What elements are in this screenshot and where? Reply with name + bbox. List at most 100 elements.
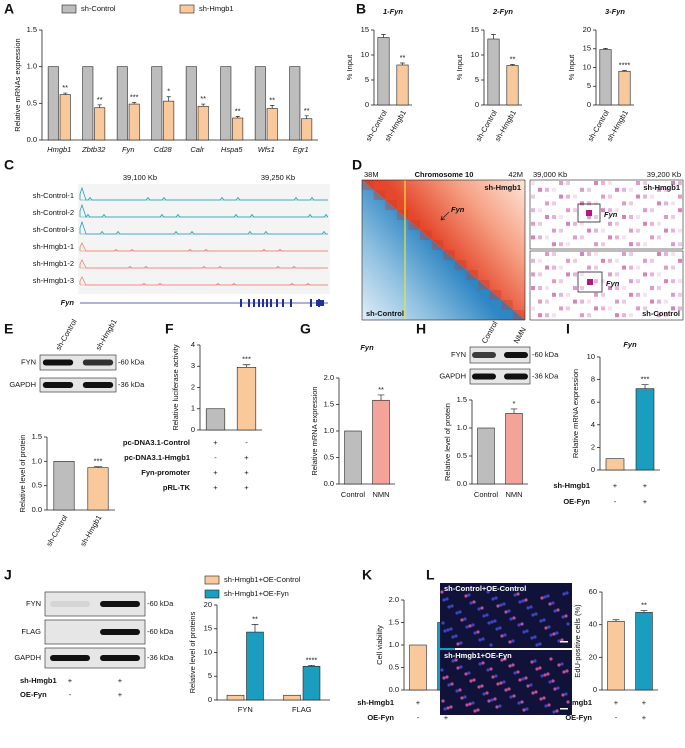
cell-nucleus — [445, 597, 449, 601]
contact-dot — [538, 313, 542, 318]
contact-dot — [664, 252, 668, 256]
exon — [276, 299, 278, 307]
y-tick-label: 1.5 — [324, 399, 334, 408]
contact-dot — [608, 181, 612, 185]
contact-dot — [636, 228, 640, 233]
contact-dot — [608, 306, 612, 311]
blot-band — [100, 601, 140, 607]
track-label: sh-Hmgb1-2 — [33, 259, 74, 268]
hic-block — [501, 300, 513, 310]
blot-protein: GAPDH — [14, 653, 41, 662]
contact-dot — [629, 242, 633, 247]
contact-dot — [573, 258, 577, 263]
contact-dot — [643, 208, 647, 213]
contact-dot — [538, 258, 542, 263]
cell-nucleus — [485, 613, 489, 617]
cell-nucleus — [544, 704, 548, 708]
y-tick-label: 40 — [589, 620, 597, 629]
exon — [258, 299, 260, 307]
contact-dot — [566, 306, 570, 311]
contact-dot — [650, 221, 654, 226]
scale-bar — [560, 641, 568, 643]
contact-dot — [608, 221, 612, 226]
cell-nucleus — [451, 635, 455, 639]
condition-sign: - — [245, 438, 248, 447]
cell-nucleus — [549, 633, 553, 637]
cell-nucleus — [562, 670, 566, 674]
coordinate-label: 39,100 Kb — [123, 173, 157, 182]
contact-dot — [552, 265, 556, 270]
blot-lane: NMN — [512, 326, 528, 345]
hic-gene: Fyn — [451, 205, 465, 214]
x-tick-label: Hspa5 — [221, 145, 244, 154]
bar — [344, 430, 362, 485]
panel-letter: A — [4, 1, 14, 17]
contact-dot — [650, 258, 654, 263]
contact-dot — [671, 279, 675, 284]
hic-block — [385, 200, 397, 210]
cell-nucleus — [455, 611, 459, 615]
contact-dot — [636, 265, 640, 270]
cell-nucleus — [560, 638, 564, 642]
hic-start: 38M — [364, 170, 379, 179]
contact-dot — [552, 279, 556, 284]
contact-dot — [552, 252, 556, 256]
cell-nucleus — [530, 636, 534, 640]
hic-lower — [362, 180, 525, 320]
contact-dot — [608, 208, 612, 213]
cell-nucleus — [507, 687, 511, 691]
contact-dot — [531, 306, 535, 311]
y-tick-label: 20 — [589, 652, 597, 661]
blot-band — [472, 373, 496, 380]
blot-band — [50, 601, 90, 607]
bar — [266, 108, 278, 141]
zoom-label: sh-Control — [642, 309, 680, 318]
contact-dot — [580, 201, 584, 206]
legend-swatch — [204, 589, 220, 599]
bar — [87, 467, 109, 511]
cell-nucleus — [477, 685, 481, 689]
panel-letter: E — [4, 321, 13, 337]
bar — [289, 66, 301, 141]
x-tick-label: NMN — [505, 490, 522, 499]
bar — [226, 694, 245, 701]
contact-dot — [636, 306, 640, 311]
cell-nucleus — [465, 625, 469, 629]
blot-protein: FLAG — [21, 627, 41, 636]
cell-nucleus — [496, 604, 500, 608]
contact-dot — [545, 286, 549, 290]
y-tick-label: 10 — [583, 62, 591, 71]
condition-sign: - — [614, 497, 617, 506]
cell-nucleus — [551, 601, 555, 605]
cell-nucleus — [443, 707, 447, 711]
cell-nucleus — [561, 615, 565, 619]
y-tick-label: 10 — [587, 352, 595, 361]
cell-nucleus — [441, 621, 445, 625]
cell-nucleus — [547, 703, 551, 707]
contact-dot — [552, 215, 556, 219]
condition-label: OE-Fyn — [565, 713, 592, 722]
blot-lane: Control — [480, 319, 500, 345]
panel-letter: I — [566, 321, 570, 337]
zoom-end: 39,200 Kb — [647, 170, 681, 179]
y-tick-label: 6 — [591, 397, 595, 406]
bar — [82, 66, 94, 141]
condition-sign: + — [213, 483, 218, 492]
cell-nucleus — [548, 680, 552, 684]
bar — [53, 461, 75, 511]
cell-nucleus — [549, 657, 553, 661]
cell-nucleus — [535, 643, 539, 647]
zoom-start: 39,000 Kb — [533, 170, 567, 179]
bar — [605, 458, 625, 471]
cell-nucleus — [450, 682, 454, 686]
y-axis-label: Relative level of proteins — [188, 611, 197, 693]
cell-nucleus — [447, 605, 451, 609]
blot-size: -60 kDa — [147, 599, 174, 608]
contact-dot — [664, 313, 668, 318]
y-tick-label: 3 — [191, 361, 195, 370]
blot-size: -36 kDa — [118, 380, 145, 389]
cell-nucleus — [533, 659, 537, 663]
cell-nucleus — [440, 668, 444, 672]
exon — [282, 299, 284, 307]
cell-nucleus — [526, 684, 530, 688]
